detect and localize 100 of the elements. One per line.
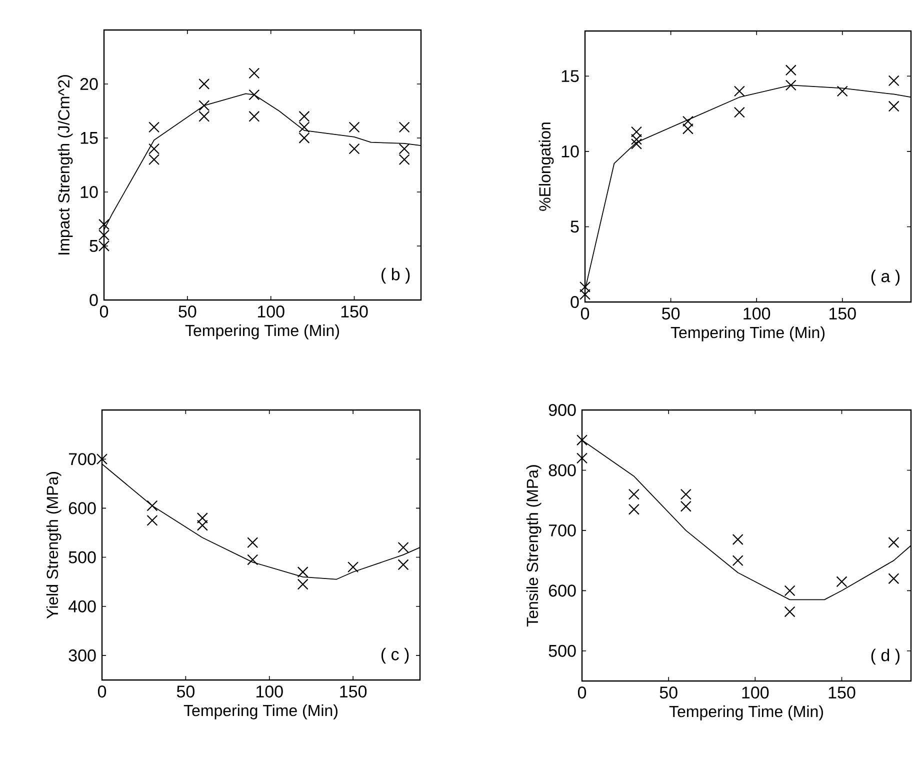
point: [298, 132, 310, 144]
y-tick-label: 500: [68, 551, 96, 564]
x-tick-label: 100: [742, 686, 769, 699]
y-axis-title: Tensile Strength (MPa): [526, 465, 542, 627]
point: [198, 78, 210, 90]
point: [734, 86, 745, 97]
point: [888, 573, 900, 584]
point: [298, 110, 310, 122]
x-tick-label: 50: [660, 686, 678, 699]
point: [198, 110, 210, 122]
x-axis-title: Tempering Time (Min): [669, 705, 823, 720]
x-tick-label: 150: [829, 308, 856, 320]
point: [784, 606, 796, 618]
x-tick-label: 150: [828, 686, 856, 699]
point: [348, 143, 360, 154]
y-tick-label: 15: [80, 132, 98, 144]
point: [98, 218, 110, 230]
annotation: ( a ): [871, 270, 900, 286]
annotation: ( b ): [382, 268, 410, 284]
y-tick-label: 15: [562, 70, 579, 82]
point: [348, 122, 360, 133]
point: [680, 488, 692, 500]
point: [248, 89, 260, 100]
point: [196, 512, 208, 524]
point: [836, 86, 848, 97]
point: [248, 110, 260, 122]
point: [732, 555, 744, 566]
x-tick-label: 0: [98, 686, 106, 698]
point: [98, 240, 110, 252]
y-tick-label: 10: [562, 145, 579, 158]
point: [398, 143, 410, 154]
point: [247, 554, 258, 566]
x-tick-label: 0: [580, 308, 590, 320]
y-tick-label: 500: [548, 644, 576, 657]
x-tick-label: 150: [340, 686, 367, 698]
point: [785, 64, 796, 76]
y-tick-label: 600: [68, 502, 96, 514]
y-axis-title: Impact Strength (J/Cm^2): [58, 75, 73, 254]
point: [630, 138, 642, 150]
y-tick-label: 600: [548, 584, 576, 597]
point: [146, 500, 158, 512]
point: [148, 154, 160, 166]
point: [146, 514, 158, 526]
point: [630, 126, 642, 138]
x-axis-title: Tempering Time (Min): [185, 324, 339, 340]
point: [836, 576, 848, 588]
y-tick-label: 0: [570, 296, 579, 308]
point: [298, 122, 310, 133]
point: [732, 534, 744, 545]
point: [96, 454, 108, 465]
y-tick-label: 10: [80, 186, 98, 198]
point: [398, 122, 410, 133]
x-tick-label: 150: [341, 306, 368, 318]
point: [297, 578, 308, 590]
point: [628, 488, 640, 500]
point: [630, 134, 642, 145]
point: [248, 68, 260, 79]
y-tick-label: 700: [548, 524, 576, 536]
x-axis-title: Tempering Time (Min): [184, 704, 338, 720]
point: [247, 537, 258, 548]
point: [398, 559, 409, 570]
point: [734, 106, 745, 118]
y-tick-label: 20: [80, 78, 98, 90]
y-tick-label: 5: [90, 240, 98, 252]
point: [888, 536, 900, 548]
point: [680, 500, 692, 512]
x-tick-label: 100: [256, 686, 283, 698]
x-tick-label: 100: [258, 306, 284, 318]
point: [297, 566, 308, 578]
y-tick-label: 5: [570, 220, 579, 233]
y-axis-title: Yield Strength (MPa): [46, 472, 62, 619]
x-tick-label: 50: [178, 306, 196, 318]
point: [628, 504, 640, 515]
point: [148, 122, 160, 133]
point: [888, 75, 900, 86]
y-tick-label: 800: [548, 464, 576, 476]
y-tick-label: 0: [90, 294, 98, 306]
point: [198, 100, 210, 112]
annotation: ( d ): [871, 648, 900, 665]
point: [580, 288, 591, 300]
y-tick-label: 300: [68, 649, 96, 662]
x-axis-title: Tempering Time (Min): [670, 326, 824, 342]
x-tick-label: 0: [100, 306, 108, 318]
point: [576, 434, 588, 446]
y-tick-label: 400: [68, 600, 96, 612]
point: [785, 80, 796, 91]
point: [580, 281, 591, 292]
point: [398, 154, 410, 166]
point: [98, 230, 110, 241]
point: [784, 585, 796, 596]
x-tick-label: 100: [744, 308, 770, 320]
x-tick-label: 50: [662, 308, 680, 320]
annotation: ( c ): [381, 648, 409, 664]
point: [196, 520, 208, 531]
point: [348, 562, 359, 573]
point: [148, 143, 160, 154]
y-tick-label: 900: [548, 404, 576, 416]
point: [682, 123, 694, 134]
point: [682, 116, 694, 127]
y-axis-title: %Elongation: [538, 122, 554, 211]
